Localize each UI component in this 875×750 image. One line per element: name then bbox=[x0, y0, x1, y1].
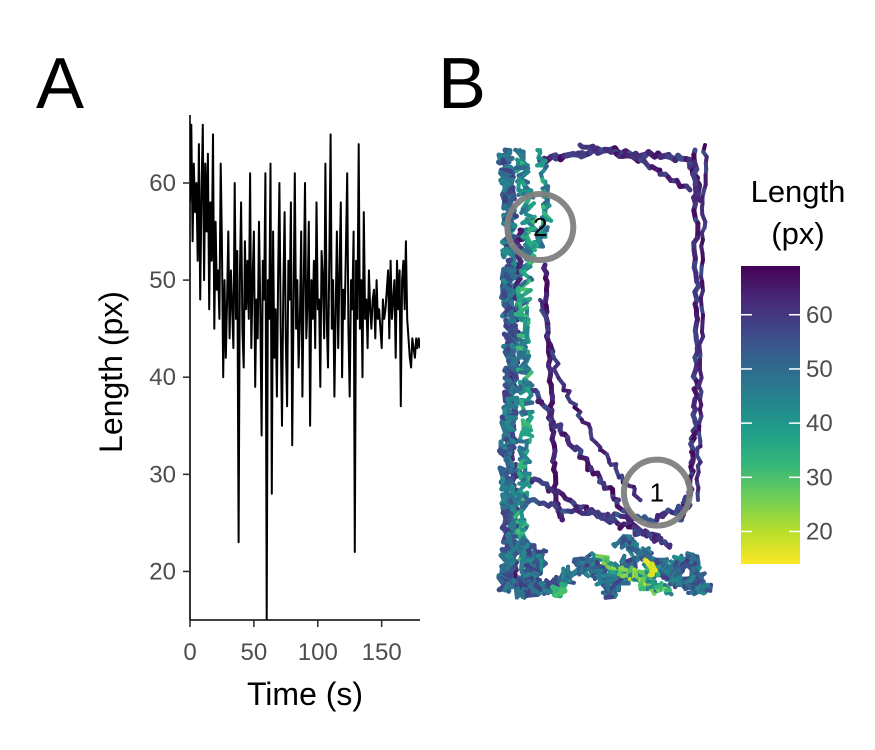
panel-a-line-chart: 20 30 40 50 60 0 50 100 150 Time (s) Length (px… bbox=[93, 115, 420, 712]
panel-a-letter: A bbox=[36, 44, 84, 124]
y-tick-label: 50 bbox=[149, 267, 176, 294]
zone-circle bbox=[504, 191, 577, 264]
series-line-group bbox=[190, 123, 420, 620]
trajectory-segment bbox=[625, 558, 632, 564]
legend-tick-label: 40 bbox=[806, 410, 833, 437]
x-ticks: 0 50 100 150 bbox=[183, 620, 402, 666]
y-tick-label: 40 bbox=[149, 364, 176, 391]
y-ticks: 20 30 40 50 60 bbox=[149, 170, 190, 585]
y-tick-label: 30 bbox=[149, 461, 176, 488]
legend-tick-label: 60 bbox=[806, 302, 833, 329]
colorbar bbox=[741, 266, 800, 564]
trajectory-segment bbox=[667, 542, 673, 550]
legend-ticks: 20 30 40 50 60 bbox=[741, 302, 833, 545]
trajectory-segment bbox=[658, 573, 670, 581]
zone-label: 2 bbox=[533, 212, 547, 242]
trajectory-segment bbox=[684, 183, 693, 193]
legend-title-line1: Length bbox=[751, 174, 846, 209]
trajectory-segment bbox=[531, 549, 549, 555]
y-tick-label: 20 bbox=[149, 558, 176, 585]
trajectory-segment bbox=[656, 535, 663, 543]
legend-title-line2: (px) bbox=[771, 216, 824, 251]
panel-b-letter: B bbox=[438, 44, 486, 124]
x-tick-label: 150 bbox=[362, 639, 402, 666]
trajectory-segment bbox=[663, 588, 672, 593]
trajectory-segment bbox=[513, 583, 519, 600]
y-tick-label: 60 bbox=[149, 170, 176, 197]
trajectory-segment bbox=[693, 194, 703, 203]
color-legend: Length (px) 20 30 40 50 60 bbox=[741, 174, 845, 564]
trajectory-paths bbox=[496, 142, 713, 600]
legend-tick-label: 20 bbox=[806, 518, 833, 545]
panel-b-trajectory: 12 bbox=[496, 142, 713, 600]
y-axis-title: Length (px) bbox=[93, 291, 129, 453]
zone-label: 1 bbox=[650, 478, 664, 508]
x-tick-label: 0 bbox=[183, 639, 196, 666]
trajectory-segment bbox=[502, 581, 511, 593]
x-tick-label: 50 bbox=[241, 639, 268, 666]
zones: 12 bbox=[504, 191, 693, 529]
zone-circle bbox=[620, 456, 693, 529]
trajectory-segment bbox=[520, 542, 530, 561]
legend-tick-label: 50 bbox=[806, 356, 833, 383]
trajectory-segment bbox=[596, 572, 614, 579]
series-line bbox=[190, 123, 420, 620]
x-tick-label: 100 bbox=[298, 639, 338, 666]
x-axis-title: Time (s) bbox=[247, 676, 363, 712]
legend-tick-label: 30 bbox=[806, 464, 833, 491]
